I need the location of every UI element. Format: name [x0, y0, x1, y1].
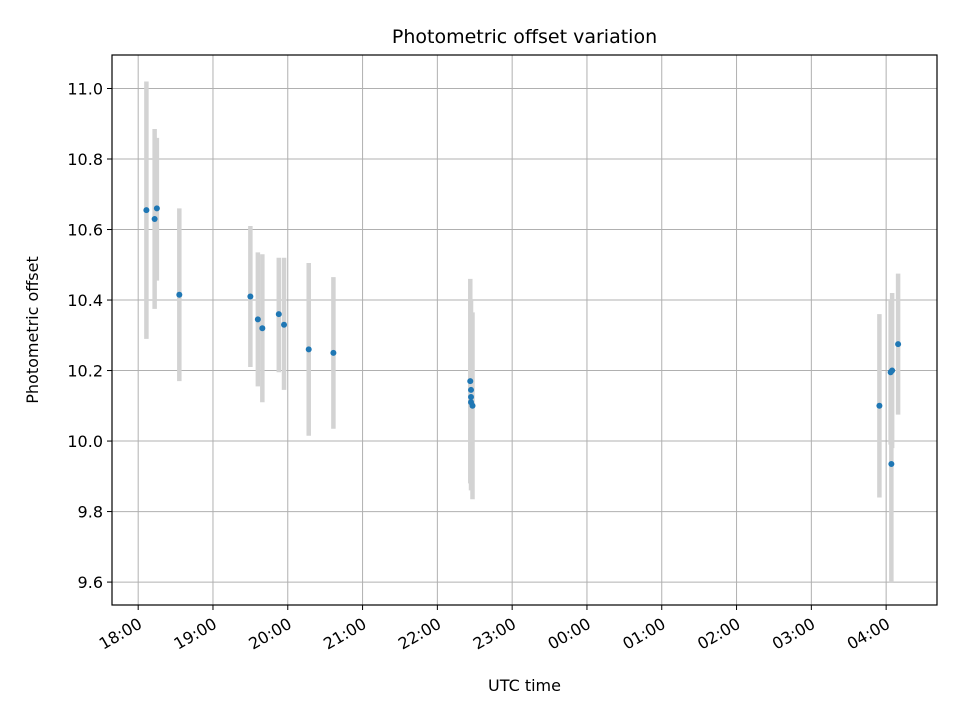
y-tick-label: 11.0: [67, 79, 103, 98]
data-point: [468, 386, 475, 393]
y-tick-label: 10.6: [67, 221, 103, 240]
y-tick-label: 10.0: [67, 432, 103, 451]
y-axis-ticks: 9.6 9.8 10.0 10.2 10.4 10.6 10.8 11.0: [67, 79, 112, 592]
data-point: [151, 215, 158, 222]
grid-lines: [112, 55, 937, 605]
y-tick-label: 10.8: [67, 150, 103, 169]
y-tick-label: 10.2: [67, 362, 103, 381]
data-point: [467, 378, 474, 385]
data-point: [254, 316, 261, 323]
data-point: [468, 393, 475, 400]
data-point: [469, 402, 476, 409]
data-point: [305, 346, 312, 353]
y-tick-label: 9.8: [78, 503, 103, 522]
data-point: [247, 293, 254, 300]
data-point: [153, 205, 160, 212]
data-point: [176, 291, 183, 298]
y-tick-label: 10.4: [67, 291, 103, 310]
x-axis-label: UTC time: [488, 676, 561, 695]
data-point: [259, 325, 266, 332]
chart-title: Photometric offset variation: [392, 26, 657, 48]
data-point: [888, 460, 895, 467]
data-point: [889, 367, 896, 374]
data-point: [330, 349, 337, 356]
data-points: [143, 205, 902, 467]
data-point: [143, 207, 150, 214]
data-point: [281, 321, 288, 328]
data-point: [876, 402, 883, 409]
data-point: [275, 311, 282, 318]
y-axis-label: Photometric offset: [23, 256, 42, 404]
y-tick-label: 9.6: [78, 573, 103, 592]
data-point: [895, 341, 902, 348]
plot-frame: [111, 54, 938, 606]
